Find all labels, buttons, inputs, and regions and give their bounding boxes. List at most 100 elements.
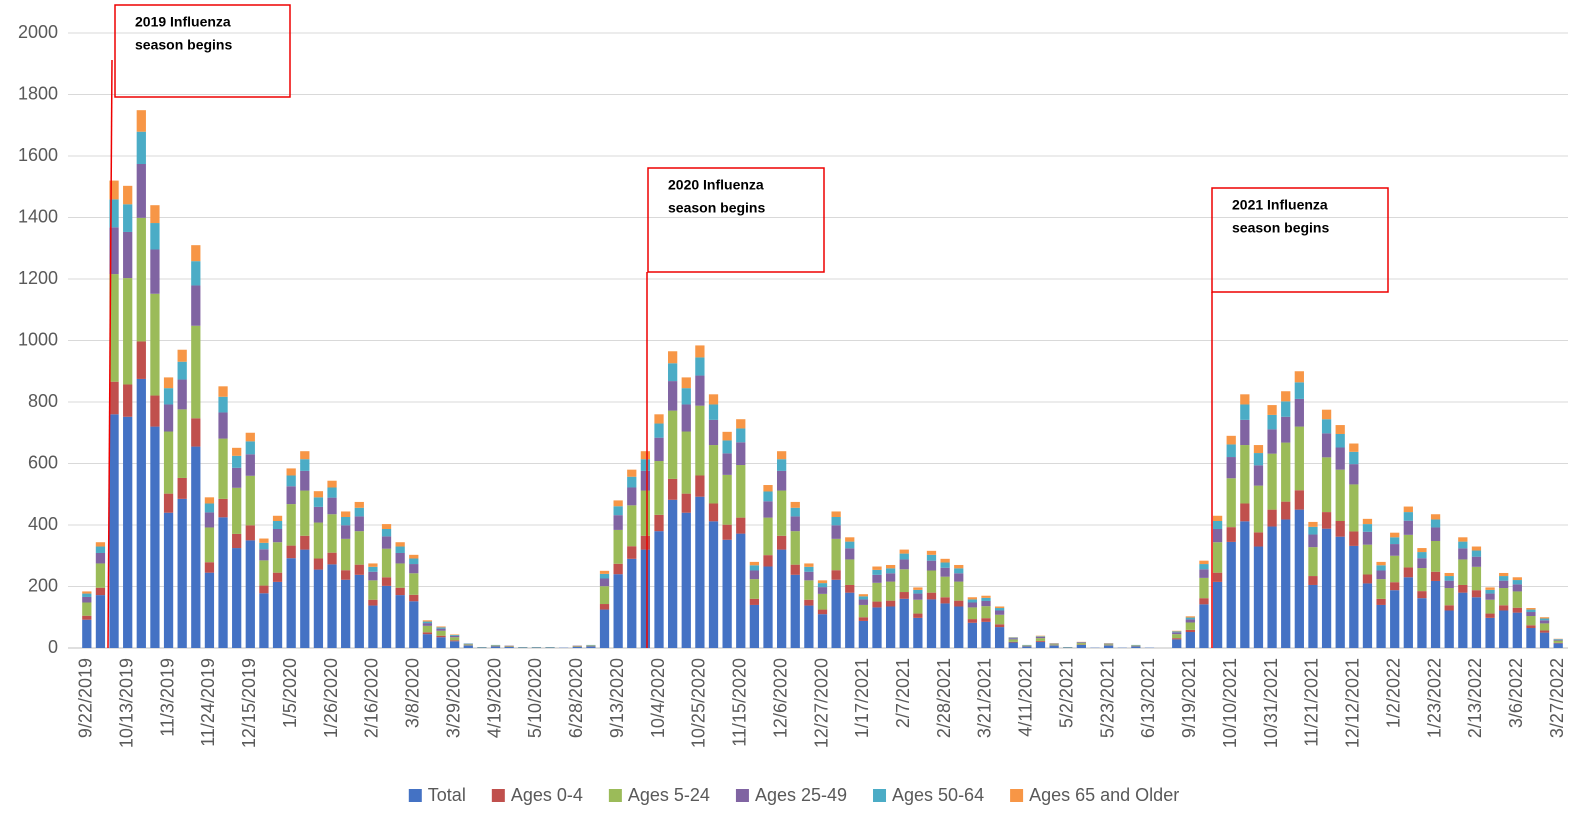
bar-segment (1240, 503, 1250, 522)
bar-segment (1471, 566, 1482, 591)
bar-segment (954, 564, 964, 569)
bar-segment (300, 549, 310, 648)
bar-segment (1458, 537, 1468, 542)
x-tick-label: 2/13/2022 (1465, 658, 1485, 738)
bar-segment (1267, 453, 1277, 510)
bar-segment (1485, 617, 1495, 648)
bar-segment (858, 620, 869, 648)
legend-label: Total (428, 785, 466, 805)
bar-segment (1185, 616, 1195, 618)
bar-segment (613, 563, 623, 575)
bar-segment (1212, 542, 1223, 573)
bar-segment (586, 646, 596, 648)
bar-segment (259, 585, 269, 594)
bar-segment (1008, 639, 1018, 642)
bar-segment (1049, 645, 1059, 648)
bar-segment (545, 647, 555, 648)
bar-segment (286, 545, 296, 559)
x-tick-label: 1/2/2022 (1383, 658, 1403, 728)
bar-segment (245, 525, 255, 541)
x-tick-label: 1/26/2020 (321, 658, 341, 738)
bar-segment (1103, 645, 1114, 648)
x-tick-label: 10/10/2021 (1220, 658, 1240, 748)
legend-swatch (491, 789, 505, 802)
bar-segment (1321, 457, 1332, 513)
bar-segment (1022, 646, 1032, 648)
bar-segment (1553, 642, 1563, 644)
bar-segment (1035, 636, 1046, 637)
bar-segment (858, 617, 869, 621)
bar-segment (368, 563, 378, 567)
bar-segment (885, 564, 896, 569)
bar-segment (1281, 416, 1291, 443)
bar-segment (1049, 644, 1059, 646)
bar-segment (272, 572, 283, 582)
bar-segment (490, 645, 501, 647)
bar-segment (1294, 509, 1304, 648)
bar-segment (1199, 598, 1209, 605)
bar-segment (422, 625, 433, 633)
x-tick-label: 12/15/2019 (239, 658, 259, 748)
bar-segment (327, 552, 337, 565)
bar-segment (1199, 569, 1209, 578)
x-tick-label: 10/4/2020 (648, 658, 668, 738)
bar-segment (409, 601, 419, 648)
bar-segment (763, 555, 773, 567)
bar-segment (681, 493, 691, 513)
bar-segment (1267, 509, 1277, 527)
bar-segment (954, 581, 964, 601)
bar-segment (95, 546, 106, 553)
bar-segment (967, 607, 977, 620)
bar-segment (804, 566, 814, 572)
bar-segment (790, 507, 800, 517)
bar-segment (817, 583, 828, 588)
bar-segment (804, 580, 814, 600)
bar-segment (1185, 629, 1195, 633)
bar-segment (450, 635, 460, 637)
bar-segment (708, 404, 719, 420)
bar-segment (272, 542, 283, 573)
bar-segment (749, 604, 760, 648)
bar-segment (994, 610, 1005, 615)
bar-segment (409, 558, 419, 565)
bar-segment (640, 490, 651, 536)
bar-segment (368, 580, 378, 600)
bar-segment (954, 600, 964, 607)
bar-segment (967, 622, 977, 648)
bar-segment (831, 538, 841, 571)
x-tick-label: 4/19/2020 (484, 658, 504, 738)
bar-segment (1512, 577, 1522, 581)
bar-segment (1349, 443, 1359, 452)
bar-segment (1430, 580, 1441, 648)
bar-segment (1172, 638, 1182, 640)
bar-segment (926, 554, 937, 561)
bar-segment (341, 511, 351, 518)
bar-segment (695, 375, 705, 406)
legend-swatch (408, 789, 422, 802)
bar-segment (150, 249, 160, 294)
bar-segment (341, 570, 351, 580)
bar-segment (1362, 574, 1373, 584)
bar-segment (381, 528, 392, 537)
bar-segment (967, 602, 977, 608)
bar-segment (1008, 641, 1018, 643)
bar-segment (354, 501, 364, 508)
bar-segment (1471, 590, 1482, 598)
bar-segment (409, 594, 419, 602)
y-tick-label: 1400 (18, 206, 58, 226)
bar-segment (1212, 521, 1223, 529)
bar-segment (450, 636, 460, 638)
bar-segment (436, 627, 446, 629)
annotation-text: 2020 Influenza (668, 177, 764, 193)
x-tick-label: 11/24/2019 (198, 658, 218, 747)
bar-segment (1526, 628, 1536, 648)
bar-segment (354, 564, 364, 575)
bar-segment (436, 630, 446, 636)
bar-segment (286, 486, 296, 505)
bar-segment (858, 594, 869, 597)
bar-segment (654, 461, 664, 515)
x-tick-label: 10/25/2020 (689, 658, 709, 748)
bar-segment (1226, 444, 1236, 458)
bar-segment (599, 586, 610, 605)
bar-segment (1376, 604, 1386, 648)
